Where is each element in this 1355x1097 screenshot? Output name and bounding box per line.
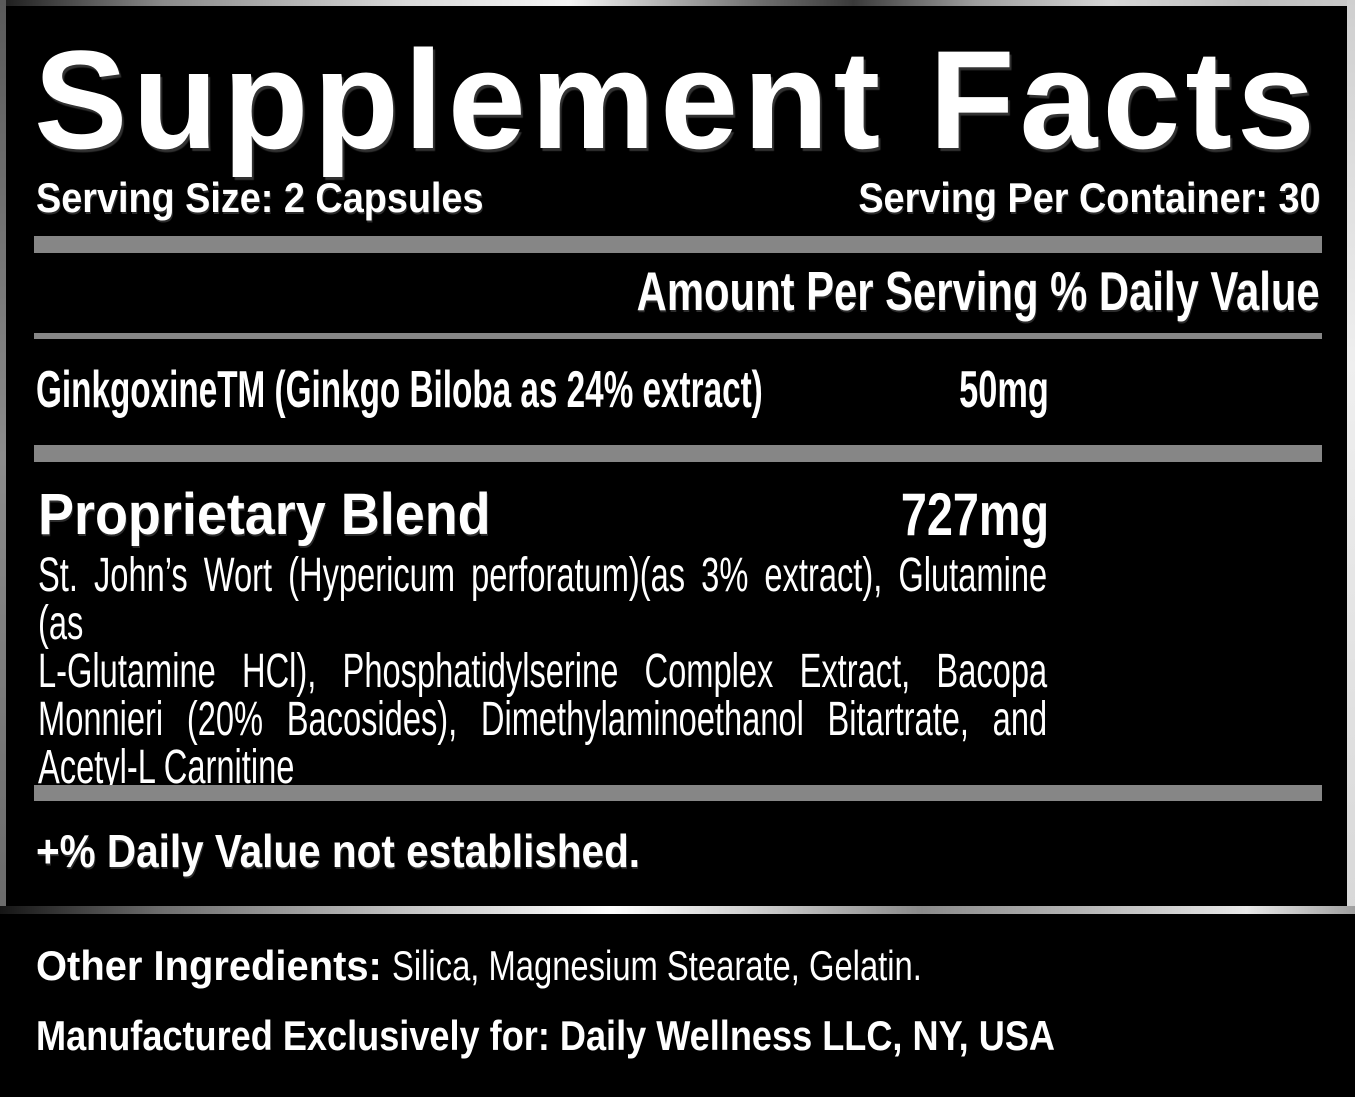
daily-value-footnote: +% Daily Value not established. — [36, 826, 722, 876]
blend-description-line: L-Glutamine HCl), Phosphatidylserine Com… — [38, 645, 1048, 698]
divider-thick-middle — [34, 445, 1322, 462]
panel-border-left — [0, 0, 6, 914]
other-ingredients-value: Silica, Magnesium Stearate, Gelatin. — [392, 942, 922, 989]
divider-thick-top — [34, 236, 1322, 253]
manufactured-row: Manufactured Exclusively for: Daily Well… — [36, 1012, 1221, 1060]
divider-thin — [34, 333, 1322, 339]
panel-border-bottom — [0, 906, 1355, 914]
column-header: Amount Per Serving % Daily Value — [34, 262, 1320, 320]
blend-description-line: St. John’s Wort (Hypericum perforatum)(a… — [38, 549, 1048, 650]
serving-size-text: Serving Size: 2 Capsules — [36, 174, 484, 221]
blend-amount-text: 727mg — [900, 481, 1049, 548]
blend-description: St. John’s Wort (Hypericum perforatum)(a… — [38, 552, 1047, 792]
ingredient-amount-text: 50mg — [959, 361, 1049, 419]
ingredient-name-text: GinkgoxineTM (Ginkgo Biloba as 24% extra… — [36, 361, 763, 419]
other-ingredients-label: Other Ingredients: — [36, 942, 382, 989]
daily-value-footnote-text: +% Daily Value not established. — [36, 825, 641, 877]
blend-name-text: Proprietary Blend — [38, 482, 491, 547]
servings-per-container-text: Serving Per Container: 30 — [857, 174, 1320, 221]
blend-description-line: Acetyl-L Carnitine — [38, 741, 295, 794]
blend-name: Proprietary Blend — [38, 484, 525, 546]
panel-border-right — [1347, 0, 1355, 914]
blend-amount: 727mg — [859, 484, 1049, 546]
blend-description-line: Monnieri (20% Bacosides), Dimethylaminoe… — [38, 693, 1048, 746]
panel-title: Supplement Facts — [34, 21, 1320, 178]
column-header-text: Amount Per Serving % Daily Value — [637, 260, 1320, 322]
ingredient-amount: 50mg — [913, 362, 1049, 418]
divider-thick-bottom — [34, 785, 1322, 801]
ingredient-row: GinkgoxineTM (Ginkgo Biloba as 24% extra… — [36, 362, 1172, 418]
panel-border-top — [0, 0, 1355, 6]
manufactured-text: Manufactured Exclusively for: Daily Well… — [36, 1012, 1056, 1059]
serving-row: Serving Size: 2 Capsules Serving Per Con… — [36, 175, 1320, 221]
other-ingredients-row: Other Ingredients: Silica, Magnesium Ste… — [36, 942, 922, 990]
